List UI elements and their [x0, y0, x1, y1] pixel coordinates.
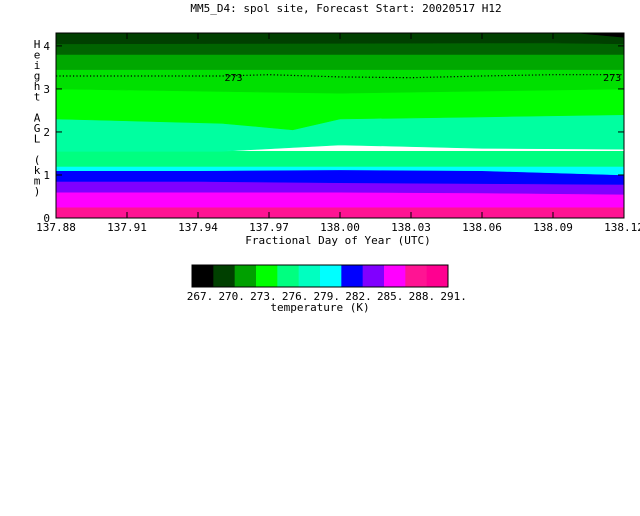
colorbar-frame: [191, 264, 449, 288]
temperature-band-10: [55, 42, 625, 55]
y-tick-label: 3: [43, 83, 50, 96]
colorbar-swatch: [341, 265, 364, 287]
colorbar-tick-label: 282.: [345, 290, 372, 303]
plot-area: [55, 32, 625, 219]
colorbar-tick-label: 267.: [187, 290, 214, 303]
x-tick-label: 137.91: [107, 221, 147, 234]
temperature-band-9: [55, 54, 625, 70]
x-tick-label: 138.03: [391, 221, 431, 234]
colorbar: 267. 270. 273. 276. 279. 282. 285. 288. 291.: [187, 264, 467, 303]
colorbar-swatch: [405, 265, 428, 287]
x-tick-label: 137.97: [249, 221, 289, 234]
x-tick-label: 138.06: [462, 221, 502, 234]
colorbar-tick-label: 276.: [282, 290, 309, 303]
colorbar-swatch: [277, 265, 300, 287]
x-tick-label: 137.94: [178, 221, 218, 234]
temperature-band-8: [55, 69, 625, 94]
colorbar-swatch: [384, 265, 406, 287]
colorbar-tick-label: 273.: [250, 290, 277, 303]
colorbar-swatch: [192, 265, 214, 287]
colorbar-swatch: [234, 265, 257, 287]
contour-label: 273: [224, 73, 242, 84]
temperature-band-5: [55, 151, 625, 167]
y-tick-label: 0: [43, 212, 50, 225]
colorbar-swatch: [320, 265, 342, 287]
contour-label: 273: [603, 73, 621, 84]
colorbar-swatch: [256, 265, 278, 287]
colorbar-tick-label: 270.: [218, 290, 245, 303]
colorbar-swatch: [298, 265, 321, 287]
colorbar-swatch: [426, 265, 449, 287]
colorbar-swatch: [362, 265, 385, 287]
x-tick-label: 137.88: [36, 221, 76, 234]
temperature-band-1: [55, 191, 625, 208]
contour-273: 273 273: [56, 73, 624, 84]
x-axis: 137.88 137.91 137.94 137.97 138.00 138.03 138.…: [36, 33, 640, 234]
colorbar-tick-label: 285.: [377, 290, 404, 303]
x-tick-label: 138.12: [604, 221, 640, 234]
colorbar-tick-label: 291.: [440, 290, 467, 303]
contour-line: [56, 74, 624, 79]
colorbar-label: temperature (K): [270, 301, 369, 314]
colorbar-tick-label: 279.: [314, 290, 341, 303]
x-tick-label: 138.00: [320, 221, 360, 234]
colorbar-swatch: [213, 265, 236, 287]
y-tick-label: 4: [43, 40, 50, 53]
chart-title: MM5_D4: spol site, Forecast Start: 20020…: [190, 2, 501, 15]
colorbar-tick-label: 288.: [409, 290, 436, 303]
y-tick-label: 2: [43, 126, 50, 139]
x-axis-label: Fractional Day of Year (UTC): [245, 234, 430, 247]
y-axis: 0 1 2 3 4: [43, 40, 624, 225]
x-tick-label: 138.09: [533, 221, 573, 234]
y-tick-label: 1: [43, 169, 50, 182]
